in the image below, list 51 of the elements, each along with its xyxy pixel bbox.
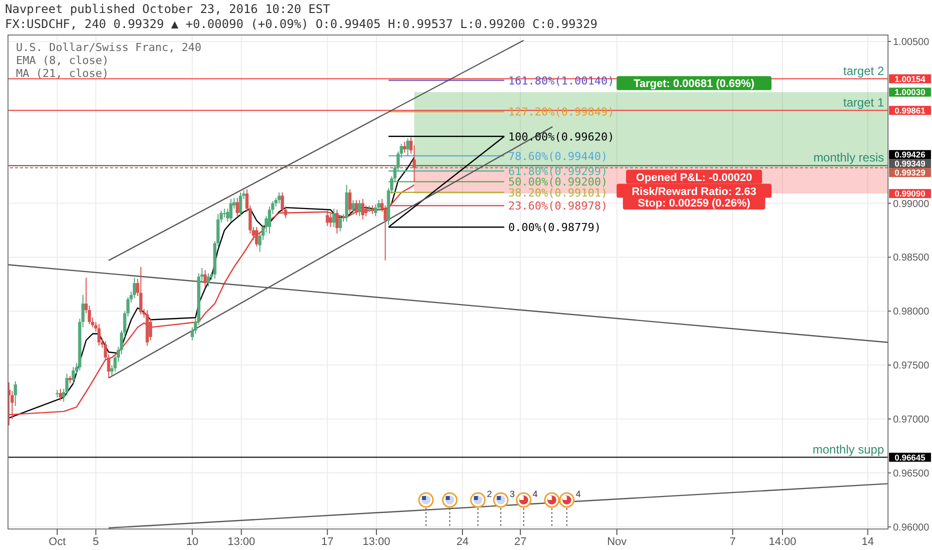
x-tick-label: 14:00 [768,536,796,548]
y-tick-label: 0.99349 [894,158,926,169]
x-tick-label: 27 [514,536,526,548]
series-label: 50.00%(0.99200) [508,176,608,189]
annotation: 2 [486,489,492,499]
annotation: EMA (8, close) [16,54,109,67]
y-tick-label: 0.97000 [893,414,930,426]
y-tick-label: 0.98000 [893,306,930,318]
series-label: 23.60%(0.98978) [508,200,608,213]
y-tick-label: 1.00030 [894,87,926,98]
y-tick-label: 0.96000 [893,522,930,534]
annotation: Stop: 0.00259 (0.26%) [638,198,751,210]
y-tick-label: 0.98500 [893,252,930,264]
annotation: U.S. Dollar/Swiss Franc, 240 [16,41,202,54]
y-tick-label: 0.96645 [894,452,926,462]
annotation: MA (21, close) [16,67,109,80]
y-tick-label: 0.99090 [894,188,926,199]
x-tick-label: 7 [730,536,736,548]
x-tick-label: 13:00 [228,536,256,548]
annotation: 4 [532,489,538,499]
series-label: 78.60%(0.99440) [508,150,608,163]
x-tick-label: 17 [321,536,334,548]
y-tick-label: 0.97500 [893,360,930,372]
ref-line-label: monthly supp [812,442,884,456]
annotation: 3 [510,489,515,499]
x-tick-label: Oct [48,536,66,548]
chart-subtitle: Navpreet published October 23, 2016 10:20 EST [5,2,330,16]
series-label: 61.80%(0.99299) [508,165,608,178]
x-tick-label: 24 [456,536,469,548]
y-tick-label: 0.99861 [894,105,926,116]
y-tick-label: 1.00500 [893,37,930,48]
annotation: 4 [576,489,581,499]
x-tick-label: 14 [862,536,874,548]
y-tick-label: 0.96500 [893,468,930,480]
ref-line-label: target 2 [843,64,884,78]
annotation: Risk/Reward Ratio: 2.63 [632,186,756,198]
ref-line-label: monthly resis [813,150,884,165]
y-tick-label: 0.99426 [894,150,926,160]
x-tick-label: 5 [92,536,99,548]
series-label: 38.20%(0.99101) [508,186,608,200]
annotation: Opened P&L: -0.00020 [636,172,752,184]
ref-line-label: target 1 [843,95,884,110]
chart-title: FX:USDCHF, 240 0.99329 ▲ +0.00090 (+0.09%) O:0.99405 H:0.99537 L:0.99200 C:0.99329 [5,17,598,31]
x-tick-label: Nov [607,536,628,548]
y-tick-label: 0.99000 [893,198,930,210]
y-tick-label: 1.00154 [894,74,926,84]
y-tick-label: 0.99329 [894,168,926,178]
annotation: Target: 0.00681 (0.69%) [634,78,755,90]
x-tick-label: 10 [186,536,198,548]
series-label: 0.00%(0.98779) [508,221,602,234]
x-tick-label: 13:00 [362,536,390,548]
